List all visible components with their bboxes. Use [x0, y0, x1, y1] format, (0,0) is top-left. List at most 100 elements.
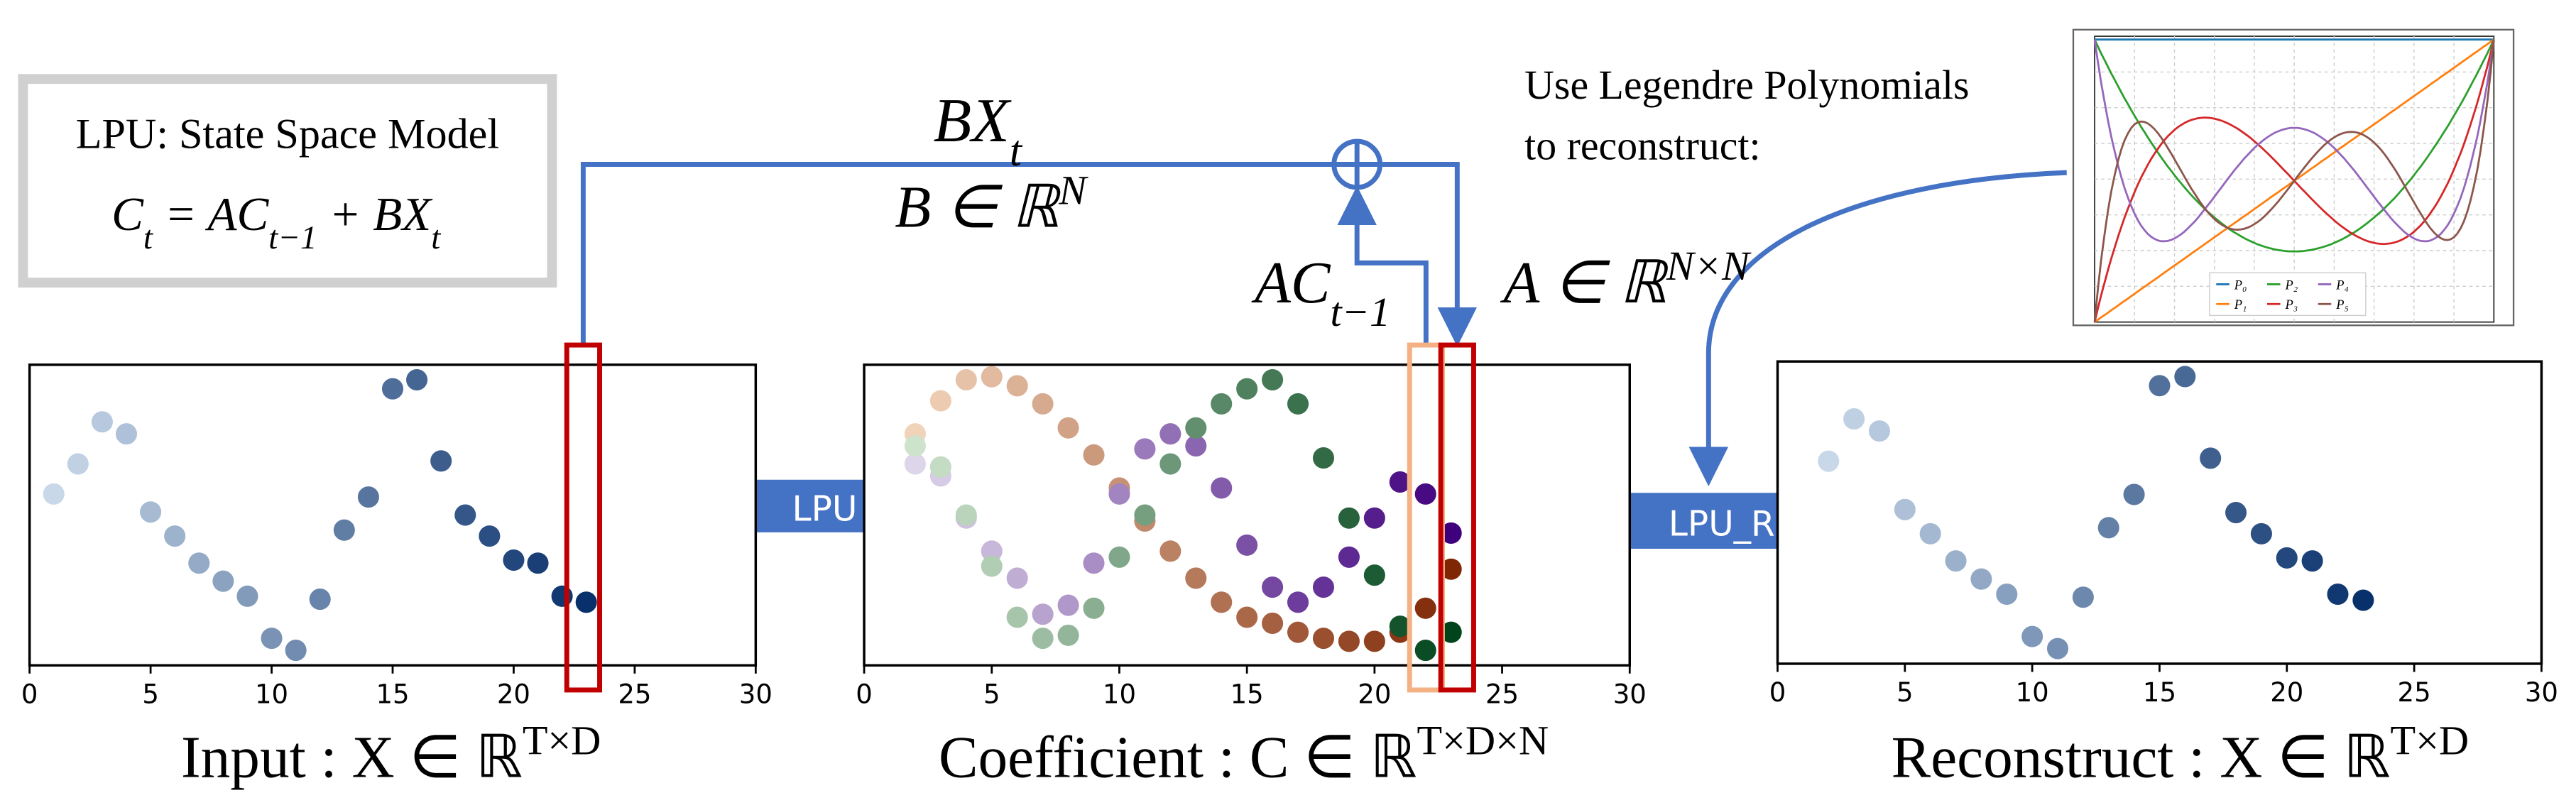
data-point — [1262, 612, 1284, 634]
data-point — [503, 549, 525, 571]
legend-label: P₁ — [2234, 298, 2247, 312]
data-point — [2174, 366, 2196, 388]
data-point — [1414, 640, 1436, 662]
math-part: B ∈ ℝ — [895, 175, 1061, 240]
data-point — [2276, 547, 2298, 569]
data-point — [2250, 522, 2272, 544]
data-point — [1134, 504, 1156, 526]
x-tick-label: 25 — [2398, 677, 2431, 708]
x-tick-label: 10 — [2016, 677, 2049, 708]
data-point — [261, 628, 283, 650]
model-equation: Ct = ACt−1 + BXt — [111, 187, 441, 256]
data-point — [1287, 393, 1309, 415]
data-point — [357, 486, 379, 508]
plot-frame — [28, 363, 758, 667]
data-point — [285, 640, 307, 662]
x-tick-label: 0 — [1769, 677, 1786, 708]
panel-caption: Reconstruct : X ∈ ℝT×D — [1892, 717, 2469, 790]
data-point — [1440, 558, 1462, 580]
math-part: N — [1058, 167, 1088, 213]
x-tick-label: 10 — [255, 679, 288, 709]
data-point — [2327, 583, 2349, 606]
data-point — [1338, 507, 1360, 529]
data-point — [929, 456, 951, 478]
data-point — [1159, 453, 1181, 475]
data-point — [164, 525, 186, 547]
data-point — [1414, 597, 1436, 619]
reconstruct-note: to reconstruct: — [1524, 123, 1760, 169]
data-point — [929, 390, 951, 412]
x-tick-label: 20 — [1358, 679, 1391, 709]
plot-frame — [1776, 360, 2543, 665]
data-point — [551, 585, 573, 607]
panel: 0 5 10 15 20 25 30 Coefficient : C ∈ ℝT×D×N — [856, 363, 1647, 791]
data-point — [1032, 603, 1054, 625]
data-point — [527, 552, 549, 574]
data-point — [2200, 447, 2222, 469]
inset-legend — [2209, 272, 2367, 317]
data-point — [1108, 483, 1130, 505]
data-point — [1894, 498, 1916, 520]
math-part: A ∈ ℝ — [1500, 251, 1669, 316]
data-point — [67, 453, 89, 475]
data-point — [1389, 471, 1411, 493]
data-point — [1236, 606, 1258, 628]
data-point — [1843, 408, 1865, 430]
data-point — [236, 585, 258, 607]
data-point — [1363, 564, 1385, 586]
data-point — [1185, 417, 1207, 439]
data-point — [1312, 628, 1335, 650]
data-point — [1159, 540, 1181, 562]
data-point — [1134, 438, 1156, 460]
data-point — [1159, 423, 1181, 445]
data-point — [1970, 568, 1992, 590]
data-point — [1363, 630, 1385, 652]
data-point — [43, 483, 65, 505]
data-point — [981, 555, 1003, 577]
data-point — [575, 591, 597, 613]
data-point — [1389, 615, 1411, 637]
data-point — [1312, 447, 1335, 469]
math-part: + BX — [317, 187, 433, 241]
legendre-curve — [2093, 39, 2495, 322]
data-point — [981, 540, 1003, 562]
data-point — [1108, 546, 1130, 568]
data-point — [1185, 567, 1207, 589]
math-part: = AC — [153, 187, 270, 241]
data-point — [2301, 550, 2323, 572]
data-point — [2046, 637, 2069, 660]
legendre-curve — [2093, 39, 2495, 253]
data-point — [1032, 628, 1054, 650]
data-point — [309, 589, 331, 611]
data-point — [2225, 502, 2247, 524]
math-part: T×D×N — [1417, 717, 1549, 763]
bx-label: BXt — [933, 87, 1022, 175]
data-point — [1440, 522, 1462, 544]
math-part: t — [431, 219, 441, 256]
b-space-label: B ∈ ℝN — [895, 167, 1088, 240]
panel: 0 5 10 15 20 25 30 Reconstruct : X ∈ ℝT×D — [1769, 360, 2558, 791]
data-point — [430, 450, 452, 472]
data-point — [454, 504, 476, 526]
data-point — [2123, 483, 2145, 505]
data-point — [1312, 576, 1335, 598]
a-space-label: A ∈ ℝN×N — [1500, 242, 1752, 316]
data-point — [2149, 375, 2171, 397]
math-part: t — [143, 219, 153, 256]
x-tick-label: 5 — [983, 679, 1000, 709]
data-point — [1057, 594, 1079, 616]
data-point — [955, 368, 977, 391]
x-tick-label: 15 — [376, 679, 409, 709]
data-point — [333, 519, 355, 541]
data-point — [904, 435, 926, 457]
math-part: T×D — [523, 717, 601, 763]
math-part: C — [111, 187, 144, 241]
data-point — [2021, 625, 2043, 647]
data-point — [1868, 420, 1890, 442]
x-tick-label: 25 — [618, 679, 651, 709]
data-point — [1440, 621, 1462, 643]
data-point — [1414, 483, 1436, 505]
data-point — [981, 366, 1003, 388]
data-point — [2097, 517, 2119, 539]
